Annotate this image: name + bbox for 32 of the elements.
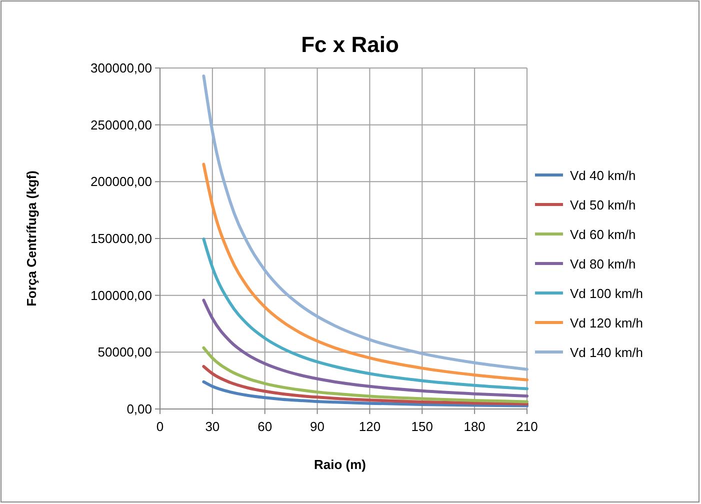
- x-tick-label: 30: [205, 419, 220, 434]
- line-series: [202, 380, 528, 408]
- line-series: [202, 74, 528, 371]
- line-series: [202, 298, 528, 398]
- legend-label: Vd 40 km/h: [570, 168, 636, 183]
- legend-label: Vd 80 km/h: [570, 256, 636, 272]
- legend-label: Vd 120 km/h: [570, 316, 643, 330]
- line-series: [202, 162, 528, 382]
- legend-label: Vd 50 km/h: [570, 198, 636, 212]
- x-tick-label: 120: [358, 419, 381, 434]
- y-tick-label: 150000,00: [90, 231, 152, 246]
- x-axis-title: Raio (m): [314, 457, 366, 472]
- x-tick-label: 90: [310, 419, 325, 434]
- chart-title: Fc x Raio: [301, 32, 399, 57]
- legend-label: Vd 100 km/h: [570, 286, 643, 301]
- y-tick-label: 200000,00: [90, 174, 152, 190]
- x-tick-label: 60: [258, 419, 272, 434]
- y-tick-label: 0,00: [126, 402, 152, 416]
- line-series: [202, 238, 528, 390]
- y-tick-label: 50000,00: [98, 344, 152, 360]
- y-tick-label: 300000,00: [90, 60, 152, 76]
- y-tick-label: 250000,00: [90, 117, 152, 132]
- legend-label: Vd 60 km/h: [570, 227, 636, 242]
- y-axis-title: Força Centrífuga (kgf): [24, 170, 39, 306]
- x-tick-label: 180: [464, 419, 486, 434]
- x-tick-label: 150: [411, 419, 433, 434]
- line-series: [202, 364, 528, 406]
- y-tick-label: 100000,00: [90, 288, 152, 303]
- line-series: [202, 346, 528, 404]
- x-tick-label: 210: [516, 419, 538, 434]
- x-tick-label: 0: [156, 419, 164, 434]
- legend-label: Vd 140 km/h: [570, 345, 643, 360]
